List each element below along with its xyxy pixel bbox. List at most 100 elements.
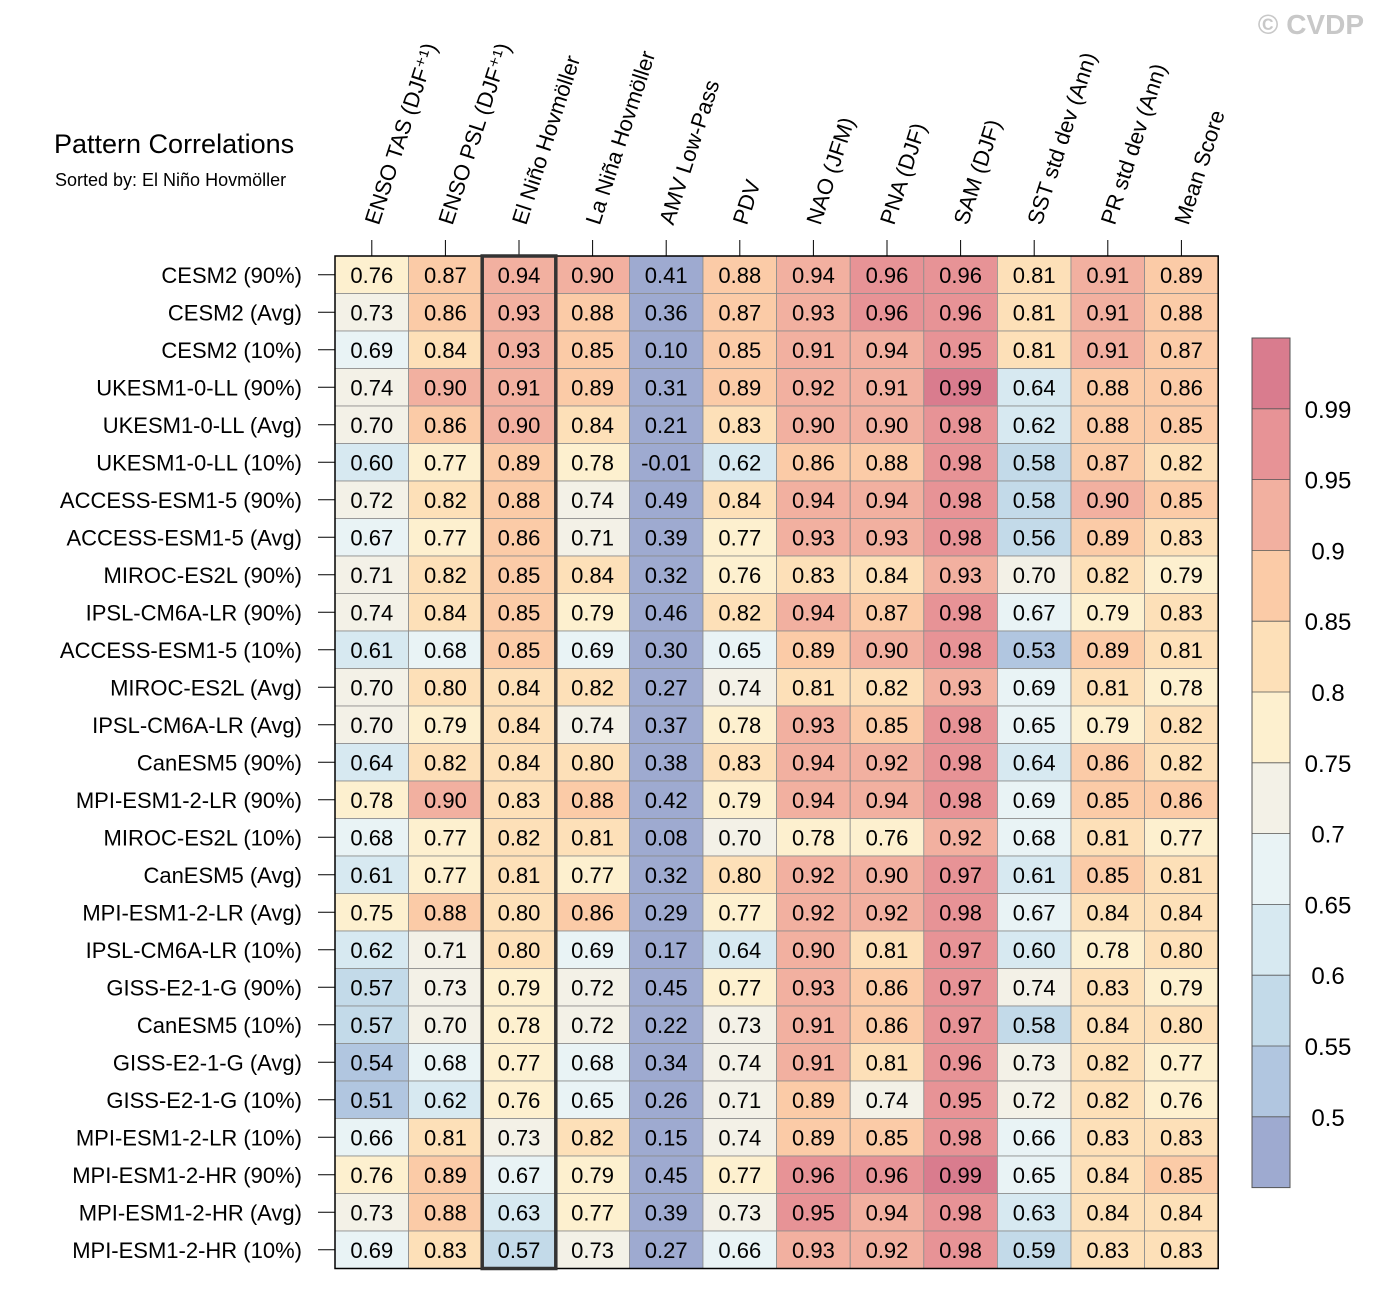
heatmap-cell xyxy=(334,780,409,819)
cell-value: 0.65 xyxy=(1013,1163,1056,1188)
colorbar-label: 0.6 xyxy=(1311,963,1344,990)
cell-value: 0.94 xyxy=(792,488,835,513)
heatmap-cell xyxy=(1144,368,1219,407)
heatmap-cell xyxy=(555,1118,630,1157)
heatmap-cell xyxy=(555,293,630,332)
heatmap-cell xyxy=(923,855,998,894)
cell-value: 0.17 xyxy=(645,938,688,963)
cell-value: 0.62 xyxy=(1013,413,1056,438)
cell-value: 0.64 xyxy=(718,938,761,963)
cell-value: 0.77 xyxy=(1160,825,1203,850)
cell-value: 0.94 xyxy=(866,488,909,513)
heatmap-cell xyxy=(849,555,925,594)
heatmap-cell xyxy=(334,818,409,857)
heatmap-cell xyxy=(702,968,777,1007)
cell-value: 0.77 xyxy=(571,1200,614,1225)
heatmap-cell xyxy=(629,368,704,407)
heatmap-cell xyxy=(702,630,777,669)
cell-value: 0.98 xyxy=(939,525,982,550)
chart-title: Pattern Correlations xyxy=(54,129,294,159)
cell-value: 0.92 xyxy=(939,825,982,850)
heatmap-cell xyxy=(1070,1193,1145,1232)
cell-value: 0.82 xyxy=(866,675,909,700)
heatmap-cell xyxy=(997,780,1072,819)
cell-value: 0.82 xyxy=(571,1125,614,1150)
heatmap-cell xyxy=(849,1155,925,1194)
cell-value: 0.83 xyxy=(718,413,761,438)
cell-value: 0.64 xyxy=(1013,750,1056,775)
heatmap-cell xyxy=(408,780,483,819)
cell-value: 0.85 xyxy=(1086,788,1129,813)
cell-value: 0.88 xyxy=(571,300,614,325)
cell-value: 0.84 xyxy=(498,713,541,738)
cell-value: 0.89 xyxy=(718,375,761,400)
heatmap-cell xyxy=(481,893,557,932)
heatmap-cell xyxy=(1070,480,1145,519)
cell-value: 0.70 xyxy=(350,675,393,700)
heatmap-cell xyxy=(1070,555,1145,594)
heatmap-cell xyxy=(1144,1080,1219,1119)
heatmap-cell xyxy=(776,480,851,519)
cell-value: 0.92 xyxy=(792,900,835,925)
cell-value: 0.57 xyxy=(498,1238,541,1263)
cell-value: 0.81 xyxy=(1013,338,1056,363)
heatmap-cell xyxy=(997,1230,1072,1269)
heatmap-cell xyxy=(849,705,925,744)
cell-value: 0.36 xyxy=(645,300,688,325)
cell-value: 0.71 xyxy=(571,525,614,550)
heatmap-cell xyxy=(1070,968,1145,1007)
heatmap-cell xyxy=(1070,668,1145,707)
colorbar-swatch xyxy=(1252,550,1290,622)
cell-value: 0.21 xyxy=(645,413,688,438)
cell-value: 0.81 xyxy=(1160,863,1203,888)
heatmap-cell xyxy=(1144,293,1219,332)
cell-value: 0.85 xyxy=(498,600,541,625)
cell-value: 0.77 xyxy=(718,1163,761,1188)
cell-value: 0.58 xyxy=(1013,488,1056,513)
cell-value: 0.93 xyxy=(498,300,541,325)
colorbar-label: 0.95 xyxy=(1305,468,1352,495)
cell-value: 0.69 xyxy=(350,1238,393,1263)
heatmap-cell xyxy=(481,1230,557,1269)
cell-value: 0.83 xyxy=(498,788,541,813)
cell-value: 0.73 xyxy=(350,1200,393,1225)
heatmap-cell xyxy=(555,968,630,1007)
cell-value: 0.85 xyxy=(1086,863,1129,888)
heatmap-cell xyxy=(776,630,851,669)
cell-value: 0.60 xyxy=(350,450,393,475)
heatmap-cell xyxy=(702,1005,777,1044)
cell-value: 0.63 xyxy=(498,1200,541,1225)
heatmap-cell xyxy=(629,668,704,707)
cell-value: 0.66 xyxy=(350,1125,393,1150)
heatmap-cell xyxy=(702,705,777,744)
heatmap-cell xyxy=(849,968,925,1007)
colorbar-swatch xyxy=(1252,621,1290,692)
cell-value: 0.78 xyxy=(1086,938,1129,963)
heatmap-cell xyxy=(629,1005,704,1044)
heatmap-cell xyxy=(334,1230,409,1269)
heatmap-cell xyxy=(408,1230,483,1269)
cell-value: 0.95 xyxy=(939,1088,982,1113)
cell-value: 0.93 xyxy=(939,675,982,700)
cell-value: 0.27 xyxy=(645,1238,688,1263)
cell-value: 0.46 xyxy=(645,600,688,625)
heatmap-cell xyxy=(1070,330,1145,369)
cell-value: 0.83 xyxy=(1086,975,1129,1000)
cell-value: 0.67 xyxy=(1013,900,1056,925)
heatmap-cell xyxy=(481,443,557,482)
cell-value: 0.57 xyxy=(350,975,393,1000)
cell-value: 0.93 xyxy=(498,338,541,363)
cell-value: 0.81 xyxy=(1086,675,1129,700)
cell-value: 0.83 xyxy=(1160,600,1203,625)
cell-value: 0.99 xyxy=(939,375,982,400)
column-label-mean-score: Mean Score xyxy=(1169,107,1229,228)
heatmap-cell xyxy=(481,743,557,782)
row-label-access-esm1-5-avg: ACCESS-ESM1-5 (Avg) xyxy=(66,525,302,550)
cell-value: 0.77 xyxy=(718,900,761,925)
heatmap-cell xyxy=(481,555,557,594)
cell-value: 0.80 xyxy=(718,863,761,888)
cell-value: 0.86 xyxy=(571,900,614,925)
heatmap-cell xyxy=(923,1043,998,1082)
cell-value: 0.91 xyxy=(1086,263,1129,288)
colorbar-frame xyxy=(1251,337,1291,1189)
